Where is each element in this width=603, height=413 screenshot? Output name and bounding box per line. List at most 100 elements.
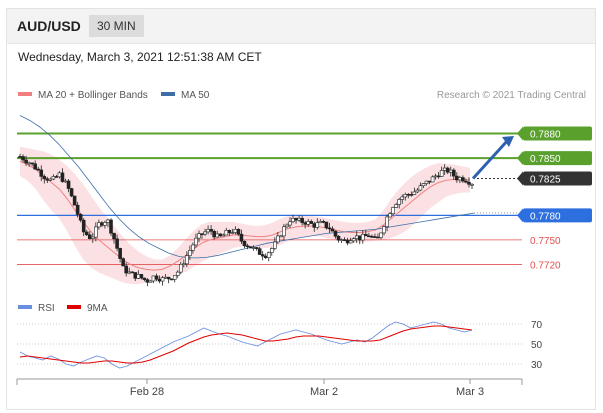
candle-body bbox=[339, 239, 344, 241]
candle-body bbox=[175, 271, 180, 276]
level-tag-arrow bbox=[517, 126, 523, 141]
candle-body bbox=[445, 167, 450, 173]
candle-body bbox=[276, 235, 280, 243]
candle-body bbox=[91, 236, 95, 239]
chart-widget: AUD/USD 30 MIN Wednesday, March 3, 2021 … bbox=[6, 8, 596, 410]
candle-body bbox=[169, 278, 174, 281]
research-credit: Research © 2021 Trading Central bbox=[437, 90, 586, 101]
candle-body bbox=[124, 265, 128, 274]
candle-body bbox=[63, 180, 68, 183]
rsi-tick-label: 30 bbox=[531, 360, 543, 371]
candle-body bbox=[327, 227, 332, 230]
timeframe-badge[interactable]: 30 MIN bbox=[89, 15, 144, 37]
candle-body bbox=[78, 214, 83, 221]
candle-body bbox=[33, 163, 37, 170]
x-tick-label: Mar 3 bbox=[456, 386, 484, 398]
rsi-9ma-line bbox=[19, 325, 473, 364]
candle-body bbox=[233, 228, 238, 233]
candle-body bbox=[333, 230, 338, 237]
candle-body bbox=[48, 178, 53, 181]
candle-body bbox=[309, 221, 314, 224]
currency-pair-title: AUD/USD bbox=[17, 18, 81, 34]
candle-body bbox=[439, 170, 444, 177]
candle-body bbox=[203, 231, 207, 235]
candle-body bbox=[273, 241, 277, 249]
candle-body bbox=[133, 272, 138, 279]
candle-body bbox=[118, 248, 122, 259]
candle-body bbox=[160, 277, 165, 282]
candle-body bbox=[57, 172, 62, 178]
candle-body bbox=[424, 180, 429, 184]
candle-body bbox=[69, 188, 74, 197]
candle-body bbox=[391, 207, 395, 214]
candle-body bbox=[300, 217, 304, 223]
candle-body bbox=[336, 235, 341, 241]
candle-body bbox=[418, 185, 423, 191]
candle-body bbox=[215, 233, 219, 238]
candle-body bbox=[279, 235, 283, 238]
candle-body bbox=[21, 156, 25, 161]
legend-ma20-swatch bbox=[18, 92, 32, 96]
chart-timestamp: Wednesday, March 3, 2021 12:51:38 AM CET bbox=[18, 50, 262, 64]
forecast-arrow-shaft bbox=[471, 138, 510, 180]
candle-body bbox=[357, 235, 362, 241]
candle-body bbox=[303, 222, 307, 225]
candle-body bbox=[242, 240, 247, 247]
candle-body bbox=[30, 162, 34, 165]
candle-body bbox=[145, 279, 150, 283]
candle-body bbox=[364, 233, 368, 237]
rsi-tick-label: 50 bbox=[531, 340, 543, 351]
candle-body bbox=[227, 230, 232, 234]
legend-9ma-swatch bbox=[67, 305, 81, 309]
candle-body bbox=[60, 172, 65, 182]
legend-ma50-label: MA 50 bbox=[181, 90, 210, 101]
candle-body bbox=[260, 254, 265, 257]
candle-body bbox=[109, 219, 113, 234]
candle-body bbox=[379, 232, 383, 238]
candle-body bbox=[72, 195, 77, 206]
candle-body bbox=[269, 248, 274, 253]
candle-body bbox=[397, 199, 401, 205]
candle-body bbox=[103, 222, 107, 226]
candle-body bbox=[148, 280, 153, 283]
candle-body bbox=[51, 176, 56, 180]
candle-body bbox=[154, 275, 159, 280]
candle-body bbox=[218, 233, 223, 237]
candle-body bbox=[342, 239, 347, 241]
level-tag-arrow bbox=[517, 171, 523, 186]
candle-body bbox=[285, 224, 289, 228]
candle-body bbox=[142, 277, 147, 280]
candle-body bbox=[151, 275, 156, 282]
candle-body bbox=[442, 167, 447, 171]
candle-body bbox=[409, 194, 414, 196]
candle-body bbox=[288, 221, 292, 226]
candle-body bbox=[239, 233, 244, 242]
candle-body bbox=[451, 169, 456, 177]
rsi-tick-label: 70 bbox=[531, 320, 543, 331]
legend-ma20-label: MA 20 + Bollinger Bands bbox=[38, 90, 148, 101]
candle-body bbox=[385, 216, 389, 227]
candle-body bbox=[139, 274, 144, 279]
candle-body bbox=[121, 258, 125, 267]
forecast-arrow-head bbox=[502, 136, 514, 147]
candle-body bbox=[376, 236, 380, 239]
level-tag-0-7880 bbox=[523, 126, 592, 141]
candle-body bbox=[75, 204, 80, 215]
candle-body bbox=[421, 183, 426, 187]
bollinger-band bbox=[20, 146, 470, 285]
x-tick-label: Feb 28 bbox=[130, 386, 164, 398]
candle-body bbox=[157, 278, 162, 282]
candle-body bbox=[330, 228, 335, 232]
candle-body bbox=[84, 231, 89, 236]
candle-body bbox=[367, 235, 371, 238]
candle-body bbox=[351, 238, 356, 242]
chart-header: AUD/USD 30 MIN bbox=[7, 9, 595, 44]
candle-body bbox=[178, 263, 183, 273]
candle-body bbox=[406, 194, 411, 196]
candle-body bbox=[94, 226, 98, 238]
candle-body bbox=[81, 219, 86, 233]
candle-body bbox=[185, 255, 189, 265]
candle-body bbox=[430, 176, 435, 183]
candle-body bbox=[251, 247, 256, 249]
candle-body bbox=[39, 169, 44, 177]
